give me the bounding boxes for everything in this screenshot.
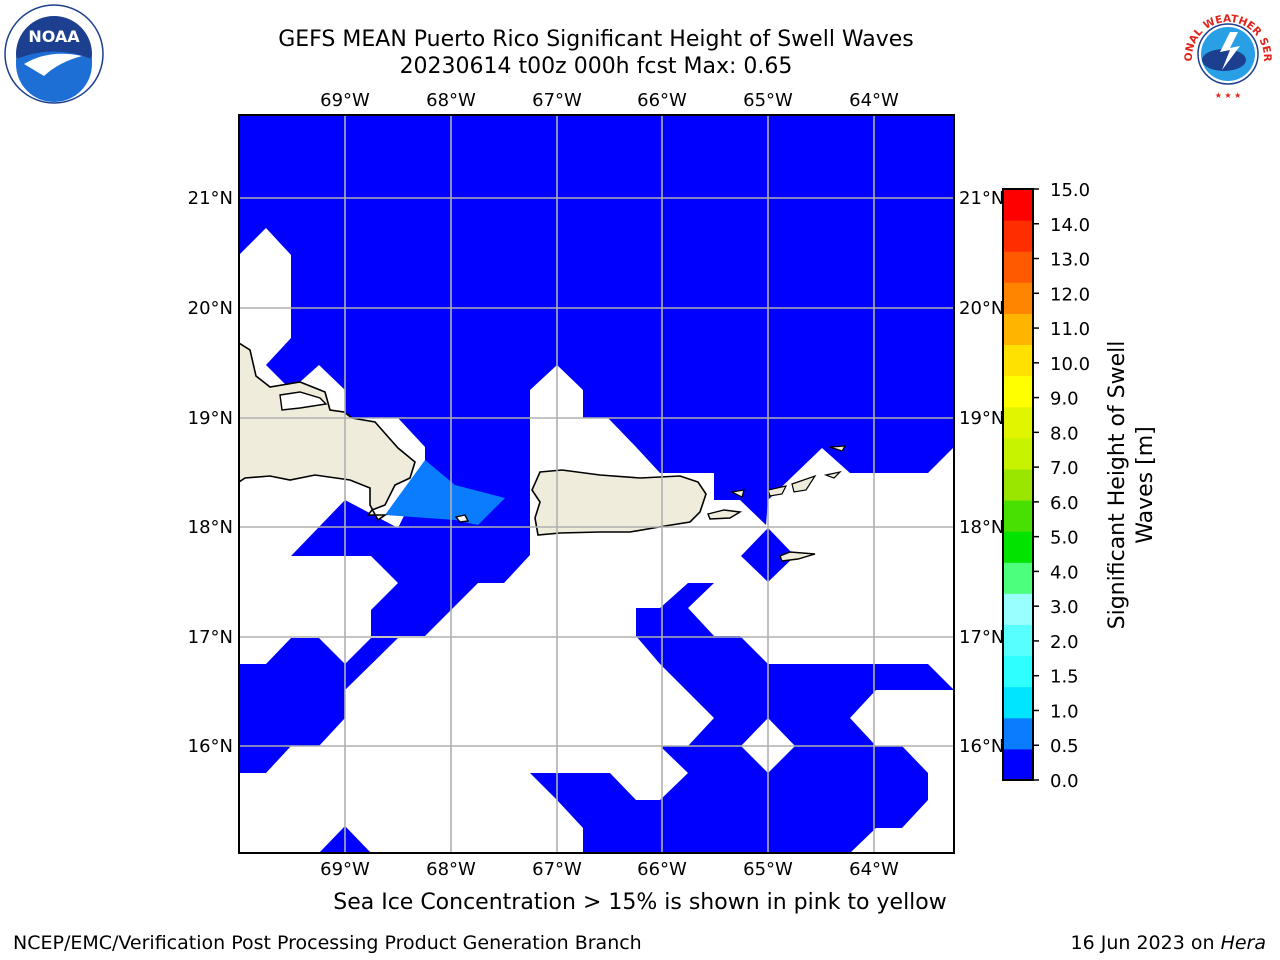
lat-label-left: 19°N: [188, 408, 233, 429]
colorbar-segment: [1003, 593, 1033, 625]
colorbar-tick-label: 10.0: [1050, 354, 1090, 375]
lon-label-top: 65°W: [743, 90, 793, 111]
lon-label-bottom: 65°W: [743, 859, 793, 880]
colorbar-tick-label: 0.5: [1050, 736, 1079, 757]
colorbar-tick-label: 12.0: [1050, 284, 1090, 305]
map-frame: [238, 114, 955, 854]
colorbar-segment: [1003, 531, 1033, 563]
footer-branch: NCEP/EMC/Verification Post Processing Pr…: [13, 932, 642, 954]
colorbar-segment: [1003, 562, 1033, 594]
colorbar-tick-label: 11.0: [1050, 319, 1090, 340]
footer-host: Hera: [1220, 932, 1266, 954]
colorbar-tick-label: 7.0: [1050, 458, 1079, 479]
chart-subtitle: 20230614 t00z 000h fcst Max: 0.65: [399, 54, 793, 79]
colorbar-tick-label: 15.0: [1050, 180, 1090, 201]
lat-label-right: 18°N: [959, 517, 1004, 538]
swell-region-southeast: [530, 583, 954, 853]
colorbar-tick-label: 0.0: [1050, 771, 1079, 792]
swell-region-west: [239, 638, 398, 773]
lon-label-bottom: 67°W: [532, 859, 582, 880]
footer-date: 16 Jun 2023 on Hera: [1071, 932, 1267, 954]
colorbar-segment: [1003, 406, 1033, 439]
colorbar-segment: [1003, 686, 1033, 719]
lon-label-bottom: 66°W: [637, 859, 687, 880]
lat-label-right: 16°N: [959, 736, 1004, 757]
colorbar-tick-label: 2.0: [1050, 632, 1079, 653]
colorbar-tick-label: 9.0: [1050, 389, 1079, 410]
lat-label-right: 17°N: [959, 627, 1004, 648]
colorbar-segment: [1003, 220, 1033, 252]
colorbar-segment: [1003, 748, 1033, 781]
colorbar-label-line2: Waves [m]: [1133, 426, 1158, 543]
hispaniola-land: [239, 342, 416, 522]
lat-label-right: 20°N: [959, 298, 1004, 319]
noaa-logo: NOAA: [4, 4, 104, 104]
svg-text:★ ★ ★: ★ ★ ★: [1215, 91, 1242, 100]
colorbar-tick-label: 6.0: [1050, 493, 1079, 514]
colorbar-bar: [1002, 188, 1034, 781]
colorbar-segment: [1003, 282, 1033, 314]
colorbar-tick-label: 13.0: [1050, 250, 1090, 271]
colorbar-segment: [1003, 189, 1033, 221]
lon-label-top: 64°W: [849, 90, 899, 111]
lat-label-left: 17°N: [188, 627, 233, 648]
colorbar-tick-label: 1.5: [1050, 667, 1079, 688]
colorbar-tick-label: 4.0: [1050, 562, 1079, 583]
lon-label-bottom: 69°W: [320, 859, 370, 880]
colorbar-ticks: 15.0 14.0 13.0 12.0 11.0 10.0 9.0 8.0 7.0 6.0 5.0 4…: [1033, 180, 1090, 792]
lon-label-bottom: 64°W: [849, 859, 899, 880]
colorbar-tick-label: 8.0: [1050, 423, 1079, 444]
chart-title: GEFS MEAN Puerto Rico Significant Height…: [278, 27, 914, 52]
lat-label-right: 19°N: [959, 408, 1004, 429]
colorbar-tick-label: 14.0: [1050, 215, 1090, 236]
lat-label-left: 16°N: [188, 736, 233, 757]
colorbar-segment: [1003, 437, 1033, 470]
lat-label-left: 21°N: [188, 188, 233, 209]
nws-logo: NATIONAL WEATHER SERVICE ★ ★ ★: [1178, 2, 1273, 100]
colorbar-tick-label: 5.0: [1050, 528, 1079, 549]
noaa-logo-text: NOAA: [28, 27, 80, 46]
colorbar-segment: [1003, 717, 1033, 750]
lon-label-bottom: 68°W: [426, 859, 476, 880]
colorbar-segment: [1003, 500, 1033, 532]
lat-label-right: 21°N: [959, 188, 1004, 209]
map-area: [239, 115, 954, 853]
colorbar-frame: [1002, 188, 1034, 781]
footer-date-text: 16 Jun 2023 on: [1070, 932, 1215, 954]
lat-label-left: 18°N: [188, 517, 233, 538]
colorbar-segment: [1003, 468, 1033, 501]
lon-label-top: 68°W: [426, 90, 476, 111]
colorbar-segment: [1003, 313, 1033, 346]
lon-label-top: 69°W: [320, 90, 370, 111]
colorbar-segment: [1003, 624, 1033, 657]
lon-label-top: 67°W: [532, 90, 582, 111]
colorbar-segment: [1003, 344, 1033, 377]
colorbar-label-line1: Significant Height of Swell: [1105, 341, 1130, 630]
colorbar-segment: [1003, 655, 1033, 688]
lat-label-left: 20°N: [188, 298, 233, 319]
colorbar-segment: [1003, 251, 1033, 283]
gridlines: [239, 115, 954, 853]
colorbar-tick-label: 3.0: [1050, 597, 1079, 618]
swell-region-mona: [385, 460, 505, 525]
colorbar-segment: [1003, 375, 1033, 408]
lon-label-top: 66°W: [637, 90, 687, 111]
sea-ice-note: Sea Ice Concentration > 15% is shown in …: [333, 890, 947, 915]
colorbar-tick-label: 1.0: [1050, 701, 1079, 722]
